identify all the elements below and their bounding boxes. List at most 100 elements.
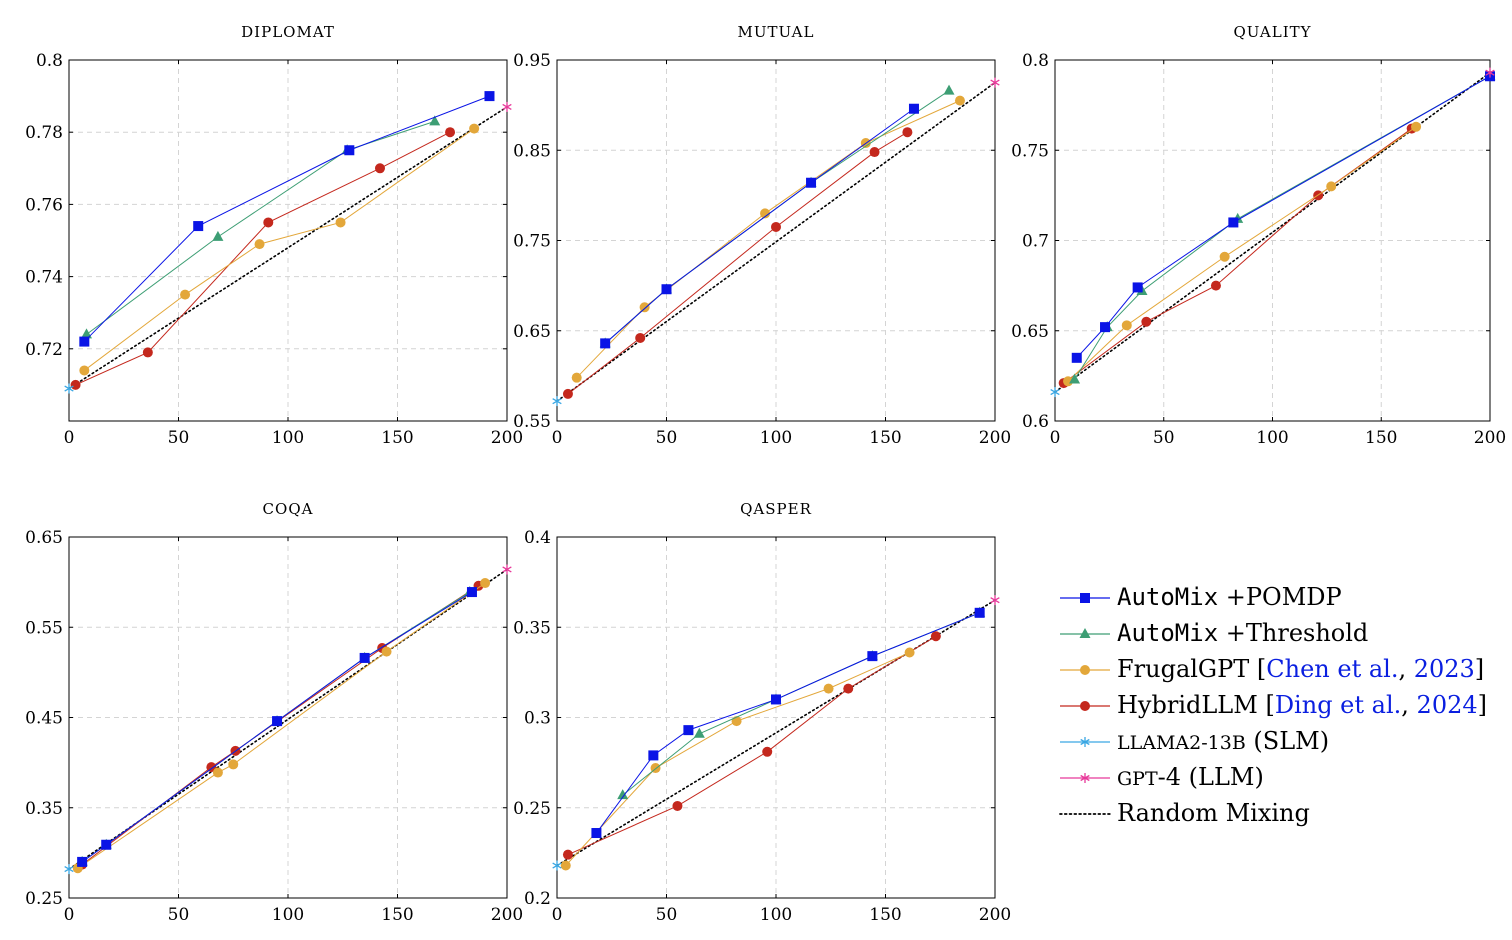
chart-title: QUALITY: [1233, 23, 1311, 41]
y-tick-label: 0.74: [25, 268, 63, 288]
point-pomdp: [1100, 322, 1111, 333]
point-pomdp: [806, 177, 817, 188]
point-pomdp: [1132, 282, 1143, 293]
legend-label-llm: GPT-4 (LLM): [1117, 763, 1264, 791]
x-tick-label: 0: [64, 428, 75, 448]
series-slm: [552, 860, 562, 871]
legend-label-part[interactable]: Ding et al.: [1275, 691, 1401, 719]
y-tick-label: 0.72: [25, 340, 63, 360]
point-pomdp: [867, 651, 878, 662]
point-pomdp: [484, 91, 495, 102]
point-pomdp: [600, 338, 611, 349]
x-tick-label: 100: [272, 905, 304, 925]
x-tick-label: 200: [491, 428, 523, 448]
point-pomdp: [344, 145, 355, 156]
series-llm: [502, 101, 512, 112]
line-hybrid: [567, 131, 908, 395]
series-threshold: [617, 606, 986, 800]
point-threshold: [429, 115, 441, 126]
legend-marker-llm: [1080, 773, 1090, 783]
x-tick-label: 100: [760, 905, 792, 925]
line-threshold: [622, 612, 980, 796]
x-tick-label: 150: [869, 905, 901, 925]
line-pomdp: [83, 95, 490, 342]
point-pomdp: [661, 284, 672, 295]
point-llm: [502, 101, 512, 112]
y-tick-label: 0.4: [524, 528, 551, 548]
y-tick-label: 0.76: [25, 195, 63, 215]
legend-entry-pomdp: AutoMix +POMDP: [1060, 583, 1342, 611]
line-random: [556, 81, 996, 402]
legend-label-part[interactable]: Chen et al.: [1266, 655, 1398, 683]
chart-qasper: 0 50 100 150 200 0.2 0.25 0.3 0.35 0.4 QASPER: [513, 500, 1011, 925]
legend-marker-pomdp: [1080, 593, 1090, 603]
y-tick-label: 0.45: [25, 709, 63, 729]
point-hybrid: [562, 388, 573, 399]
point-pomdp: [272, 716, 283, 727]
y-tick-label: 0.85: [513, 141, 551, 161]
point-hybrid: [635, 332, 646, 343]
point-llm: [1485, 67, 1495, 78]
point-pomdp: [101, 839, 112, 850]
point-frugal: [823, 683, 834, 694]
point-threshold: [212, 230, 224, 241]
x-tick-label: 50: [1153, 428, 1175, 448]
point-pomdp: [771, 694, 781, 705]
point-hybrid: [843, 683, 854, 694]
legend-marker-slm: [1080, 737, 1090, 747]
series-slm: [64, 383, 74, 394]
point-frugal: [212, 767, 223, 778]
legend-label-part: +Threshold: [1218, 619, 1368, 647]
series-llm: [990, 595, 1000, 606]
y-tick-label: 0.3: [524, 709, 551, 729]
x-tick-label: 50: [168, 428, 190, 448]
legend-label-part[interactable]: 2024: [1417, 691, 1478, 719]
chart-title: QASPER: [740, 500, 812, 518]
point-hybrid: [263, 217, 274, 228]
y-tick-label: 0.78: [25, 123, 63, 143]
y-tick-label: 0.65: [513, 322, 551, 342]
point-frugal: [1411, 121, 1422, 132]
point-threshold: [617, 789, 629, 800]
legend-label-frugal: FrugalGPT [Chen et al., 2023]: [1117, 655, 1484, 683]
line-pomdp: [1076, 75, 1491, 359]
point-frugal: [180, 289, 191, 300]
y-tick-label: 0.25: [25, 889, 63, 909]
point-frugal: [1121, 320, 1132, 331]
point-pomdp: [79, 336, 90, 347]
legend-label-part: GPT: [1117, 768, 1158, 790]
legend-label-part: ,: [1401, 691, 1416, 719]
legend-label-part: +POMDP: [1218, 583, 1342, 611]
series-frugal: [1063, 121, 1422, 387]
point-pomdp: [648, 750, 659, 761]
point-frugal: [335, 217, 346, 228]
line-threshold: [81, 591, 471, 863]
point-llm: [990, 595, 1000, 606]
series-hybrid: [1058, 123, 1417, 389]
point-hybrid: [672, 800, 683, 811]
x-tick-label: 50: [168, 905, 190, 925]
point-pomdp: [359, 652, 370, 663]
point-frugal: [469, 123, 480, 134]
x-tick-label: 150: [381, 428, 413, 448]
line-frugal: [565, 652, 910, 866]
x-tick-label: 100: [760, 428, 792, 448]
line-pomdp: [604, 108, 915, 344]
x-tick-label: 150: [1365, 428, 1397, 448]
legend-label-part[interactable]: 2023: [1414, 655, 1475, 683]
legend-label-hybrid: HybridLLM [Ding et al., 2024]: [1117, 691, 1487, 719]
x-tick-label: 200: [979, 905, 1011, 925]
x-tick-label: 50: [656, 905, 678, 925]
x-tick-label: 0: [552, 905, 563, 925]
chart-diplomat: 0 50 100 150 200 0.72 0.74 0.76 0.78 0.8 DIPLOMAT: [25, 23, 523, 448]
legend-label-slm: LLAMA2-13B (SLM): [1117, 727, 1329, 755]
series-random: [556, 81, 996, 402]
line-threshold: [86, 120, 435, 335]
series-slm: [64, 864, 74, 875]
point-frugal: [254, 239, 265, 250]
series-pomdp: [79, 91, 495, 347]
point-frugal: [760, 208, 771, 219]
chart-mutual: 0 50 100 150 200 0.55 0.65 0.75 0.85 0.95 MUTUAL: [513, 23, 1011, 448]
x-tick-label: 200: [1474, 428, 1506, 448]
